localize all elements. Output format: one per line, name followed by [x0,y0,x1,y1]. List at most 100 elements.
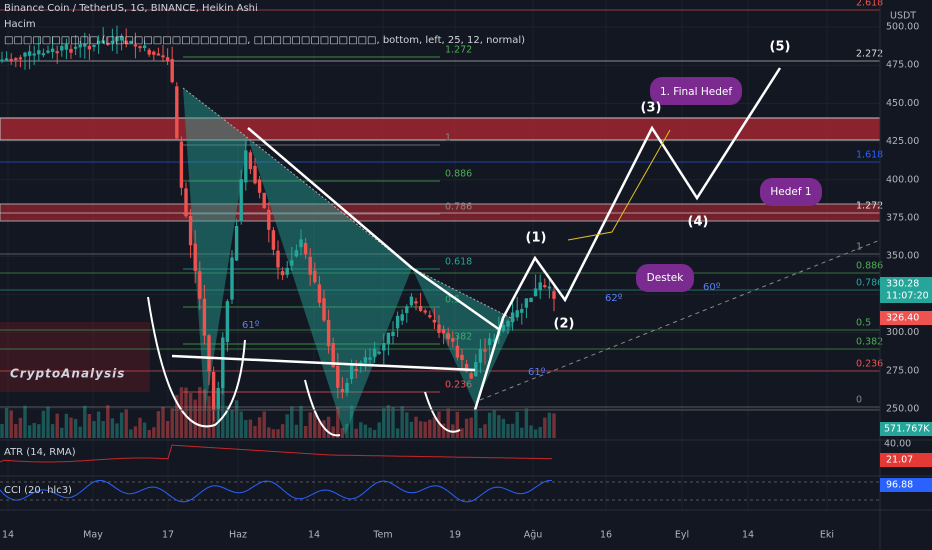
volume-bar [198,387,202,438]
wave-label: (3) [641,101,662,116]
candle-body [294,250,299,257]
volume-bar [262,411,266,438]
candle-body [520,309,524,313]
volume-bar [520,427,524,438]
callout-box [636,264,694,292]
angle-label: 61º [528,367,546,378]
volume-bar [437,411,441,438]
prev-price-badge [880,311,932,325]
candles [0,25,556,422]
volume-bar [483,424,487,438]
volume-bar [340,427,345,438]
volume-bar [533,429,538,438]
fib-label: 2.272 [856,49,883,60]
volume-bar [230,409,234,438]
volume-bar [271,429,276,438]
atr-scale: 40.00 [884,439,911,450]
candle-body [221,337,225,388]
volume-bar [515,411,519,438]
volume-bar [27,425,32,438]
candle-body [460,354,464,361]
candle-body [14,58,18,61]
candle-body [543,285,547,288]
candle-body [156,53,161,56]
volume-bar [538,427,542,438]
volume-bar [326,416,331,438]
pattern-fill [412,268,515,405]
elliott-wave [473,67,782,411]
cci-value: 96.88 [886,480,913,491]
volume-bar [46,406,50,438]
candle-body [257,179,262,193]
volume-bar [147,429,151,438]
volume-bar [234,400,239,438]
volume-bar [202,389,207,438]
volume-bar [308,412,312,438]
price-tick-label: 475.00 [886,60,919,71]
fib-label: 0.618 [445,257,472,268]
candle-body [428,315,432,318]
candle-body [37,50,41,55]
candle-body [368,357,372,360]
candle-body [193,243,197,271]
volume-bar [9,410,13,438]
volume-label: Hacim [4,19,36,30]
price-tick-label: 275.00 [886,365,919,376]
time-tick-label: Ağu [524,530,543,541]
last-price: 330.28 [886,279,919,290]
fib-label: 0.5 [445,295,460,306]
volume-bar [138,417,142,438]
time-tick-label: May [83,530,103,541]
candle-body [60,46,64,51]
candle-body [405,306,409,313]
volume-bar [18,417,23,438]
candle-body [119,35,124,41]
candle-body [455,345,460,358]
candle-body [487,338,492,345]
candle-body [331,343,335,368]
callout: Destek [647,272,685,284]
candle-body [547,286,552,289]
fib-label: 0.886 [856,261,883,272]
countdown: 11:07:20 [886,291,929,302]
volume-bar [349,405,354,438]
volume-bar [455,411,460,438]
callout-box [760,178,822,206]
volume-bar [331,426,335,438]
candle-body [161,55,165,58]
volume-bar [221,385,225,438]
candle-body [244,150,248,183]
volume-bar [400,406,404,438]
candle-body [216,388,220,409]
time-tick-label: Eki [820,530,834,541]
volume-badge [880,422,932,436]
volume-bar [175,394,179,438]
candle-body [423,310,427,313]
candle-body [313,270,317,283]
volume-bar [487,412,492,438]
candle-body [124,40,128,45]
atr-badge [880,453,932,467]
fib-label: 1.272 [445,45,472,56]
volume-bar [188,393,193,438]
time-tick-label: 19 [449,530,461,541]
wave-label: (5) [770,40,791,55]
candle-body [308,256,312,275]
volume-bar [110,418,115,438]
volume-bar [101,421,105,438]
candle-body [41,53,46,56]
candle-body [354,368,358,371]
price-tick-label: 300.00 [886,327,919,338]
volume-bar [441,423,446,438]
volume-bar [391,407,395,438]
fib-label: 1.618 [856,150,883,161]
curve [147,296,246,428]
candle-body [299,239,303,248]
volume-bar [119,412,124,438]
candle-body [515,310,519,318]
candle-body [152,51,156,55]
price-tick-label: 400.00 [886,174,919,185]
candle-body [50,48,55,52]
volume-bar [474,410,478,438]
trend-line [411,266,501,332]
